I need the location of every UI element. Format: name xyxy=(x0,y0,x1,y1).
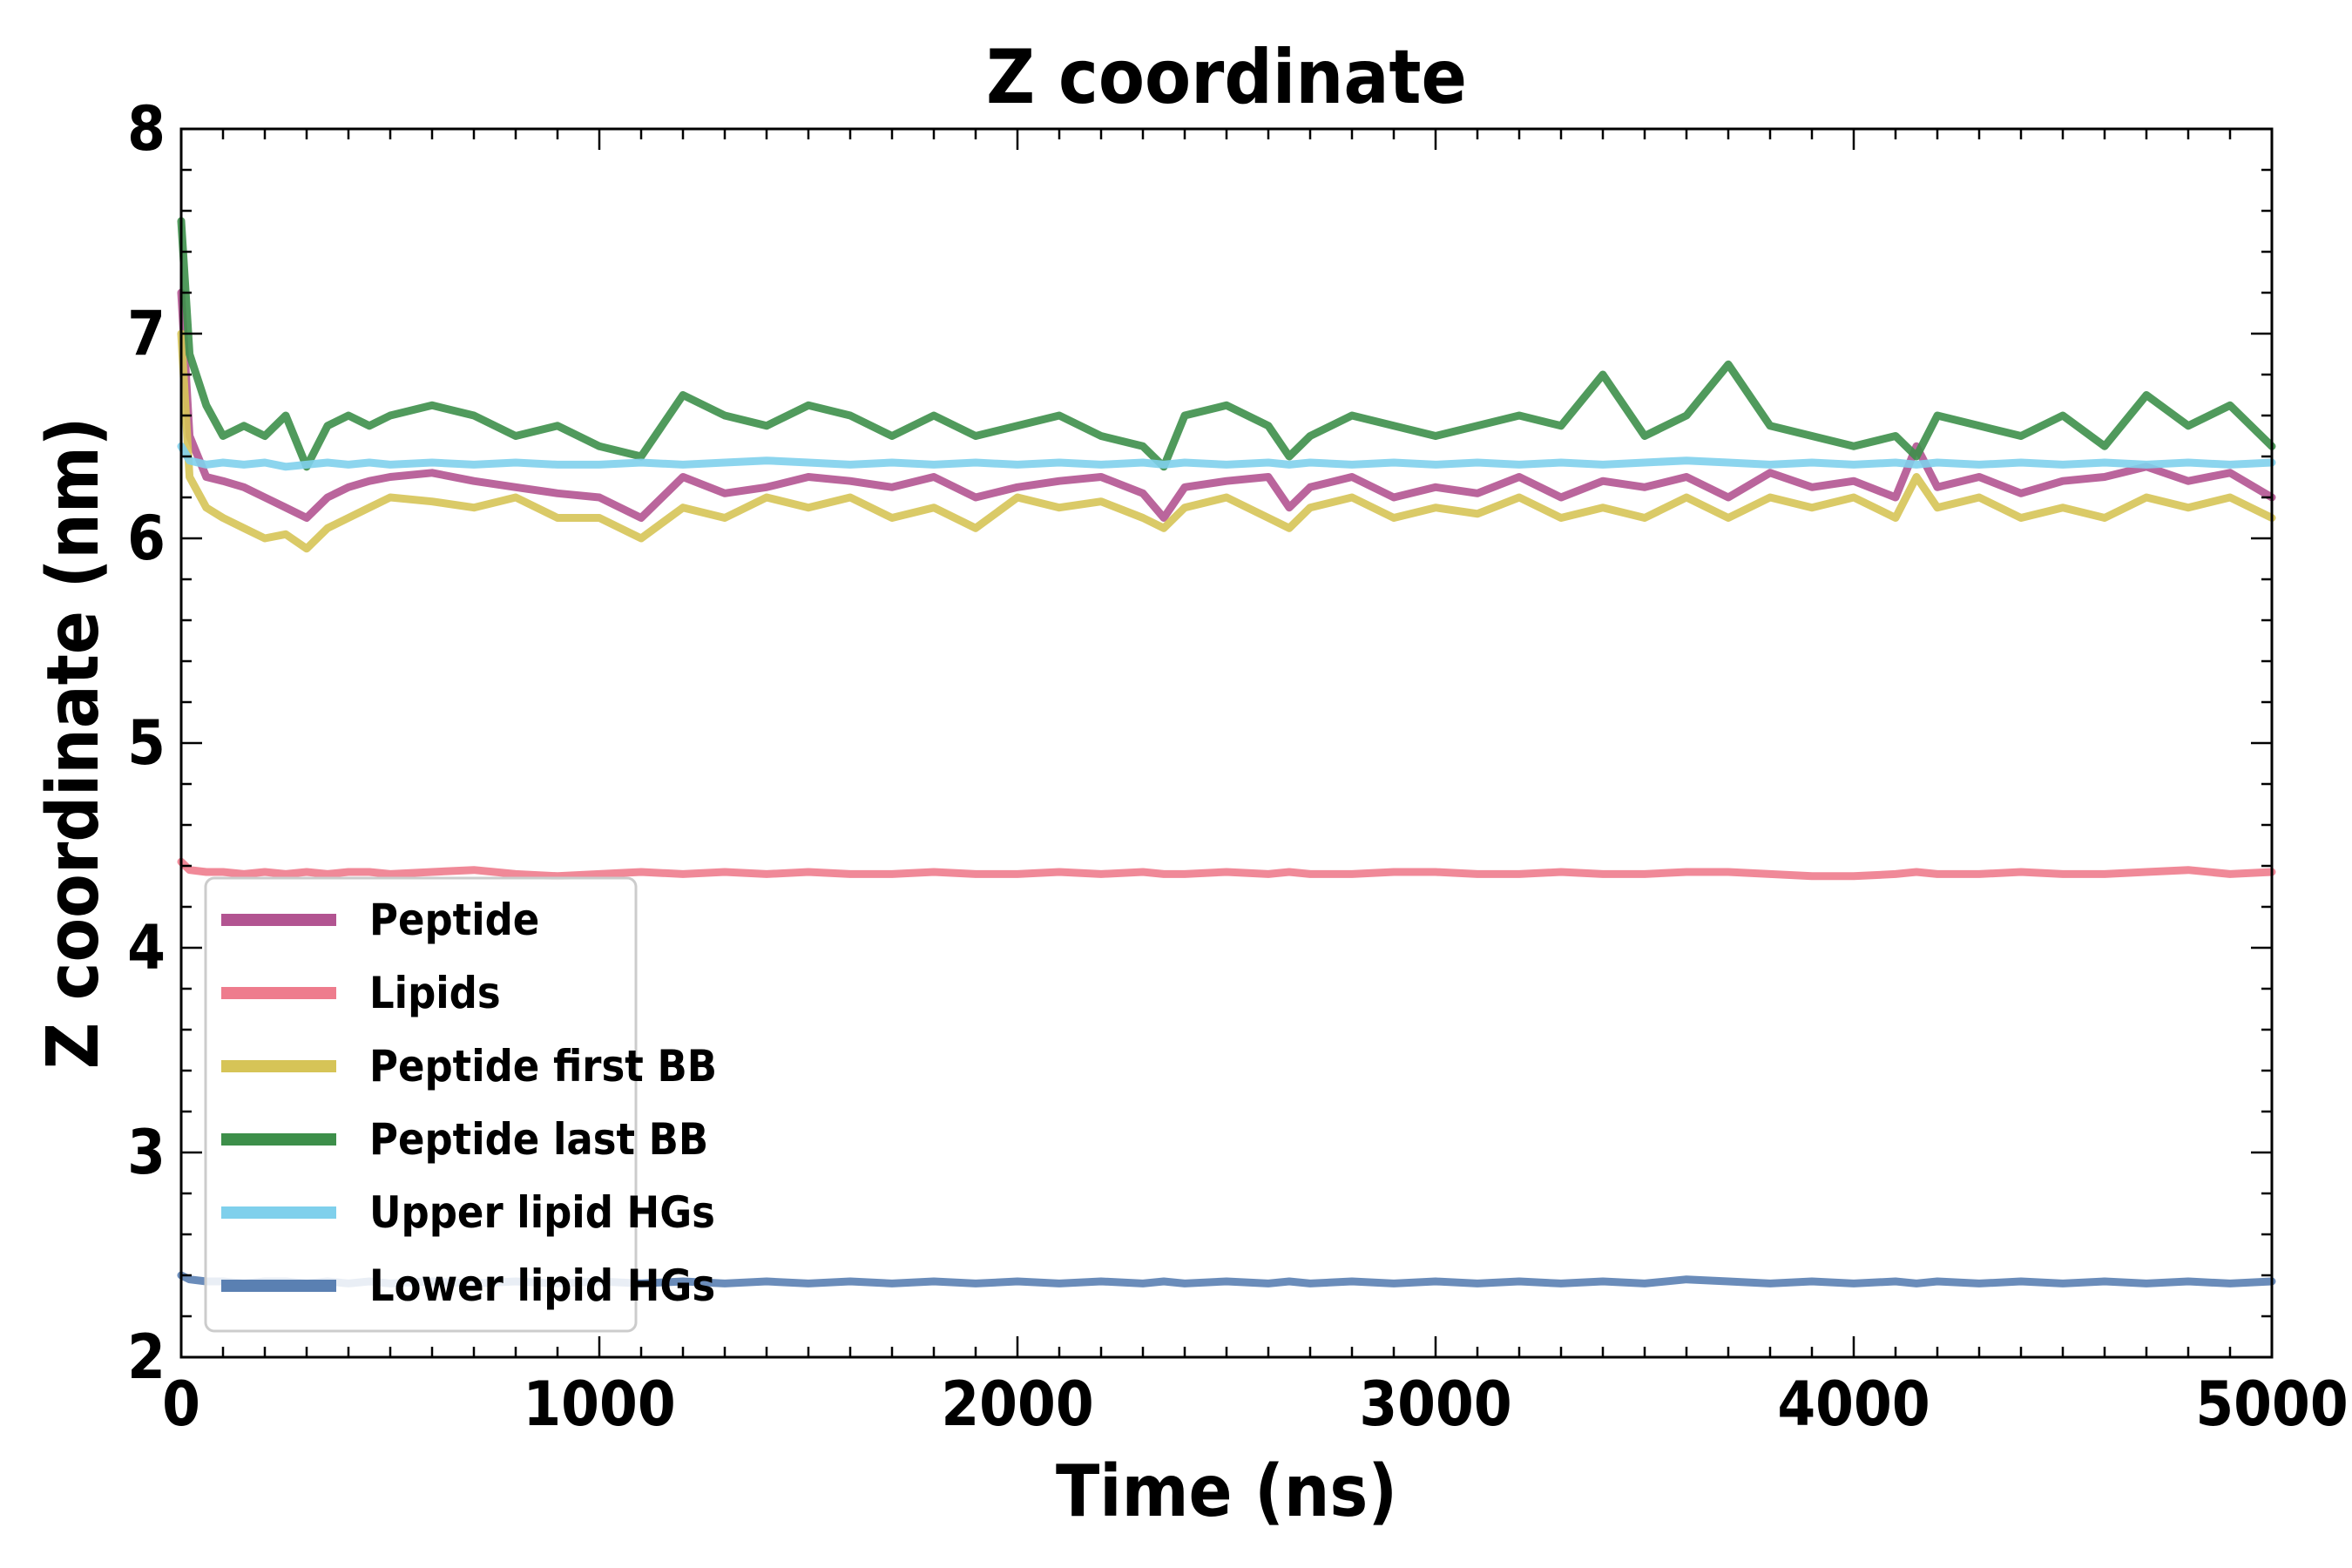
y-tick-label: 3 xyxy=(127,1117,166,1188)
y-axis-label: Z coordinate (nm) xyxy=(32,417,115,1070)
series-line-upper-lipid-hgs xyxy=(177,442,2276,471)
axis-ticks xyxy=(179,127,2274,1359)
series-line-peptide-last-bb xyxy=(177,217,2276,471)
legend-label: Peptide last BB xyxy=(369,1114,708,1165)
x-tick-label: 1000 xyxy=(523,1369,675,1440)
x-axis-label: Time (ns) xyxy=(1056,1450,1397,1533)
series-line-lipids xyxy=(177,857,2276,881)
x-tick-label: 2000 xyxy=(941,1369,1093,1440)
x-tick-label: 0 xyxy=(162,1369,200,1440)
legend-label: Peptide first BB xyxy=(369,1041,717,1092)
series-line-peptide xyxy=(177,288,2276,522)
y-tick-label: 4 xyxy=(127,912,166,983)
legend-label: Upper lipid HGs xyxy=(369,1187,715,1238)
x-tick-label: 5000 xyxy=(2195,1369,2348,1440)
y-tick-label: 6 xyxy=(127,503,166,574)
legend: Peptide Lipids Peptide first BB Peptide las… xyxy=(204,876,717,1333)
tick-labels: 0 1000 2000 3000 4000 5000 2 3 4 5 6 7 8 xyxy=(127,93,2348,1440)
x-tick-label: 4000 xyxy=(1777,1369,1930,1440)
legend-label: Lower lipid HGs xyxy=(369,1260,715,1311)
y-tick-label: 7 xyxy=(127,298,166,369)
y-tick-label: 2 xyxy=(127,1321,166,1393)
legend-label: Lipids xyxy=(369,968,501,1018)
x-tick-label: 3000 xyxy=(1359,1369,1511,1440)
chart-title: Z coordinate xyxy=(986,34,1467,121)
legend-label: Peptide xyxy=(369,895,539,945)
series-line-peptide-first-bb xyxy=(177,329,2276,553)
y-tick-label: 8 xyxy=(127,93,166,165)
y-tick-label: 5 xyxy=(127,707,166,779)
